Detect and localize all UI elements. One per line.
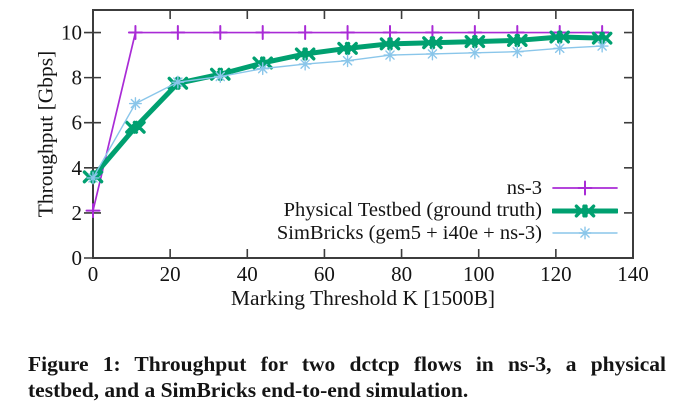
- svg-text:6: 6: [72, 111, 83, 135]
- svg-text:10: 10: [61, 21, 82, 45]
- legend-sample-ns3: [552, 180, 618, 196]
- svg-text:140: 140: [617, 262, 649, 286]
- svg-text:8: 8: [72, 66, 83, 90]
- legend-item-physical-testbed: Physical Testbed (ground truth): [277, 199, 618, 223]
- svg-text:80: 80: [391, 262, 412, 286]
- y-axis-label: Throughput [Gbps]: [33, 50, 58, 218]
- svg-text:100: 100: [463, 262, 495, 286]
- legend-label-simbricks: SimBricks (gem5 + i40e + ns-3): [276, 221, 542, 244]
- legend-sample-physical-testbed: [552, 204, 618, 218]
- svg-text:0: 0: [72, 246, 83, 270]
- svg-text:120: 120: [540, 262, 572, 286]
- svg-text:4: 4: [72, 156, 83, 180]
- legend-label-ns3: ns-3: [506, 176, 542, 199]
- svg-text:20: 20: [160, 262, 181, 286]
- svg-text:40: 40: [237, 262, 258, 286]
- figure-caption: Figure 1: Throughput for two dctcp flows…: [28, 351, 666, 403]
- caption-line-1: Figure 1: Throughput for two dctcp flows…: [28, 352, 666, 376]
- caption-line-2: testbed, and a SimBricks end-to-end simu…: [28, 378, 469, 402]
- legend-item-simbricks: SimBricks (gem5 + i40e + ns-3): [277, 222, 618, 245]
- chart-legend: ns-3 Physical Testbed (ground truth) Sim…: [277, 177, 618, 245]
- x-axis-label: Marking Threshold K [1500B]: [230, 286, 496, 310]
- svg-text:60: 60: [314, 262, 335, 286]
- legend-sample-simbricks: [552, 226, 618, 240]
- legend-label-physical-testbed: Physical Testbed (ground truth): [283, 199, 542, 222]
- svg-text:0: 0: [88, 262, 99, 286]
- legend-item-ns3: ns-3: [277, 177, 618, 200]
- svg-text:2: 2: [72, 201, 83, 225]
- chart-canvas: 0 20 40 60 80 100 120 140 0 2 4 6 8 10: [61, 9, 649, 286]
